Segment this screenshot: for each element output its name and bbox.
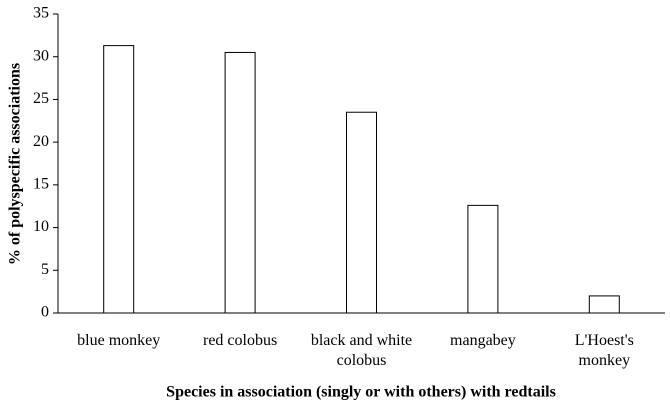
x-axis-title: Species in association (singly or with o… [166, 384, 556, 401]
y-tick-label: 0 [41, 304, 49, 321]
y-tick-label: 30 [33, 47, 49, 64]
bar [346, 111, 377, 314]
x-tick-label: mangabey [450, 332, 516, 349]
y-tick-label: 5 [41, 261, 49, 278]
y-tick-label: 25 [33, 90, 49, 107]
bar [103, 45, 135, 314]
x-tick-label: black and white colobus [311, 332, 412, 369]
bar [467, 204, 499, 314]
label-line: colobus [337, 352, 387, 369]
label-line: monkey [579, 352, 631, 369]
y-tick-label: 10 [33, 218, 49, 235]
x-tick-label: red colobus [203, 332, 277, 349]
bar [588, 295, 620, 314]
label-line: L'Hoest's [575, 332, 634, 349]
label-line: red colobus [203, 332, 277, 349]
label-line: black and white [311, 332, 412, 349]
label-line: mangabey [450, 332, 516, 349]
y-tick-label: 35 [33, 5, 49, 22]
y-axis-title: % of polyspecific associations [7, 63, 24, 265]
bar [224, 51, 256, 314]
x-tick-label: blue monkey [77, 332, 160, 349]
y-tick-label: 20 [33, 133, 49, 150]
y-tick-label: 15 [33, 176, 49, 193]
x-tick-label: L'Hoest's monkey [575, 332, 634, 369]
label-line: blue monkey [77, 332, 160, 349]
